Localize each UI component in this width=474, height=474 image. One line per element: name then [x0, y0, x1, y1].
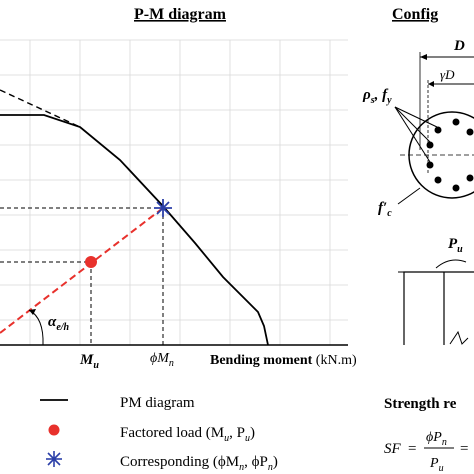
- ratio-denominator: Pu: [429, 456, 444, 474]
- factored-load-point: [85, 256, 97, 268]
- column-elevation: [403, 271, 474, 345]
- pm-curve: [0, 114, 269, 346]
- configuration-title: Config: [392, 6, 438, 23]
- pm-diagram-title: P-M diagram: [134, 6, 227, 23]
- break-symbol: [449, 330, 469, 345]
- phimn-tick-label: ϕMn: [150, 351, 174, 369]
- rebar-ratio-label: ρs, fy: [362, 87, 392, 106]
- rebar: [434, 126, 442, 134]
- pm-curve-extension: [0, 89, 81, 128]
- x-axis-label: Bending moment (kN.m): [210, 353, 357, 368]
- ratio-numerator: ϕPn: [426, 430, 447, 448]
- rebar: [434, 176, 442, 184]
- legend-dot-marker: [48, 424, 60, 436]
- gamma-d-label: γD: [440, 67, 455, 82]
- eccentricity-angle-arrowhead: [29, 309, 36, 315]
- plot-grid: [0, 39, 348, 345]
- equals-sign: =: [408, 441, 416, 457]
- rebar: [426, 141, 434, 149]
- eccentricity-angle-arc: [28, 309, 44, 346]
- diameter-arrowhead: [420, 54, 427, 60]
- concrete-leader: [397, 187, 421, 205]
- legend-item-factored-load: Factored load (Mu, Pu): [120, 425, 255, 444]
- rebar-leaders: [394, 106, 438, 163]
- safety-factor-symbol: SF: [384, 441, 402, 457]
- alpha-label: αe/h: [48, 314, 70, 333]
- diameter-label: D: [453, 38, 465, 54]
- axial-load-arrow: [435, 259, 467, 269]
- configuration-panel: Config D γD ρs, fy: [362, 6, 474, 345]
- legend-star-marker: [46, 451, 62, 467]
- legend-item-pm-diagram: PM diagram: [120, 395, 195, 411]
- rebar: [452, 184, 460, 192]
- rebar: [452, 118, 460, 126]
- rebar: [426, 161, 434, 169]
- gamma-d-arrowhead: [428, 81, 434, 87]
- legend: PM diagram Factored load (Mu, Pu) Corres…: [40, 395, 278, 473]
- rebar: [466, 128, 474, 136]
- concrete-strength-label: f′c: [378, 200, 392, 219]
- rebar: [466, 174, 474, 182]
- mu-tick-label: Mu: [79, 352, 99, 371]
- corresponding-star: [154, 199, 172, 217]
- axial-load-label: Pu: [448, 236, 463, 255]
- strength-ratio-box: Strength re SF = ϕPn Pu =: [384, 396, 468, 474]
- strength-title: Strength re: [384, 396, 457, 412]
- equals-sign-2: =: [460, 441, 468, 457]
- pm-diagram-panel: P-M diagram: [0, 6, 357, 371]
- legend-item-corresponding: Corresponding (ϕMn, ϕPn): [120, 454, 278, 473]
- load-line: [0, 207, 164, 334]
- rebar-group: [426, 118, 474, 192]
